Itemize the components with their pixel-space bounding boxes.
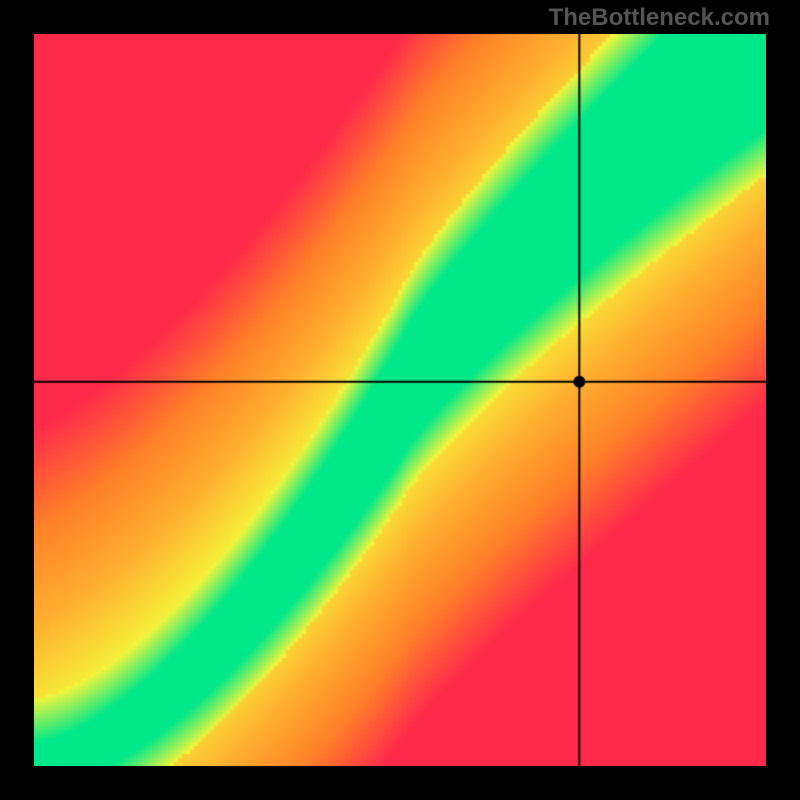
watermark-text: TheBottleneck.com xyxy=(549,4,770,32)
bottleneck-heatmap xyxy=(34,34,766,766)
chart-container: TheBottleneck.com xyxy=(0,0,800,800)
